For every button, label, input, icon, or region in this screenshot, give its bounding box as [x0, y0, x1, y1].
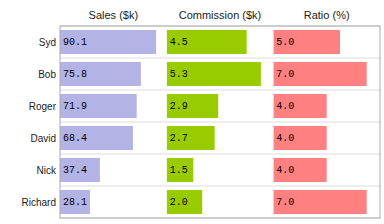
bar: [167, 30, 247, 54]
chart: Sales ($k) 90.1 75.8 71.9 68.4 37.4 28.1 Syd Bob…: [0, 0, 384, 224]
data-label: 4.5: [170, 37, 188, 48]
category-label: Nick: [37, 165, 57, 176]
row-divider: [273, 58, 380, 59]
bar: [273, 62, 366, 86]
row-divider: [60, 122, 167, 123]
bar: [167, 126, 215, 150]
bar: [167, 62, 261, 86]
chart-container: Sales ($k) 90.1 75.8 71.9 68.4 37.4 28.1 Syd Bob…: [0, 0, 384, 224]
row-divider: [273, 90, 380, 91]
bar: [273, 30, 340, 54]
bar: [60, 190, 90, 214]
row-divider: [167, 58, 274, 59]
data-label: 2.9: [170, 101, 188, 112]
row-divider: [273, 186, 380, 187]
panel-title: Ratio (%): [304, 9, 350, 21]
bar: [167, 94, 219, 118]
panel: Commission ($k) 4.5 5.3 2.9 2.7 1.5 2.0: [167, 9, 274, 218]
bars: [273, 30, 366, 214]
bar: [167, 190, 203, 214]
bar: [60, 94, 137, 118]
bar: [60, 62, 141, 86]
category-label: Bob: [38, 69, 56, 80]
bars: [60, 30, 156, 214]
category-label: Roger: [29, 101, 57, 112]
bar: [167, 158, 194, 182]
row-divider: [167, 90, 274, 91]
data-label: 1.5: [170, 165, 188, 176]
data-label: 5.3: [170, 69, 188, 80]
row-divider: [60, 90, 167, 91]
panel-title: Sales ($k): [89, 9, 139, 21]
category-label: Richard: [22, 197, 56, 208]
bars: [167, 30, 261, 214]
data-label: 37.4: [63, 165, 87, 176]
data-label: 28.1: [63, 197, 87, 208]
bar: [60, 158, 100, 182]
data-label: 5.0: [276, 37, 294, 48]
data-label: 2.7: [170, 133, 188, 144]
data-label: 90.1: [63, 37, 87, 48]
bar: [273, 158, 326, 182]
bar: [273, 190, 366, 214]
panel: Ratio (%) 5.0 7.0 4.0 4.0 4.0 7.0: [273, 9, 380, 218]
data-label: 7.0: [276, 197, 294, 208]
frame: [60, 26, 380, 218]
row-divider: [60, 186, 167, 187]
data-label: 4.0: [276, 165, 294, 176]
data-label: 4.0: [276, 101, 294, 112]
bar: [60, 30, 156, 54]
row-divider: [60, 58, 167, 59]
row-divider: [167, 122, 274, 123]
row-divider: [273, 122, 380, 123]
row-divider: [167, 186, 274, 187]
bar: [273, 94, 326, 118]
row-divider: [60, 154, 167, 155]
row-divider: [167, 154, 274, 155]
panel-title: Commission ($k): [179, 9, 262, 21]
category-label: David: [30, 133, 56, 144]
panel: Sales ($k) 90.1 75.8 71.9 68.4 37.4 28.1 Syd Bob…: [22, 9, 167, 218]
bar: [60, 126, 133, 150]
data-label: 71.9: [63, 101, 87, 112]
row-divider: [273, 154, 380, 155]
data-label: 7.0: [276, 69, 294, 80]
data-label: 75.8: [63, 69, 87, 80]
data-label: 68.4: [63, 133, 87, 144]
data-label: 2.0: [170, 197, 188, 208]
bar: [273, 126, 326, 150]
data-label: 4.0: [276, 133, 294, 144]
category-label: Syd: [39, 37, 56, 48]
